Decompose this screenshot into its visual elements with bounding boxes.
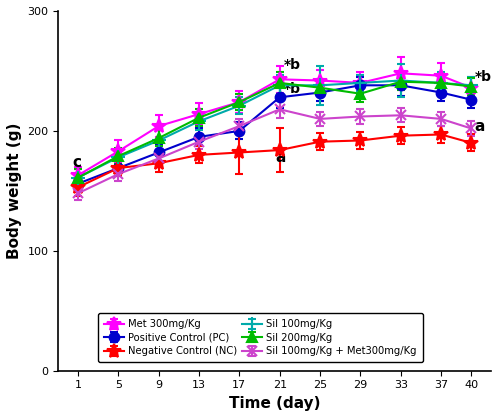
Legend: Met 300mg/Kg, Positive Control (PC), Negative Control (NC), Sil 100mg/Kg, Sil 20: Met 300mg/Kg, Positive Control (PC), Neg… xyxy=(98,313,422,362)
Y-axis label: Body weight (g): Body weight (g) xyxy=(7,122,22,259)
Text: a: a xyxy=(276,150,286,165)
X-axis label: Time (day): Time (day) xyxy=(229,396,320,411)
Text: c: c xyxy=(72,155,81,170)
Text: a: a xyxy=(474,119,484,134)
Text: *b: *b xyxy=(474,69,492,84)
Text: *b: *b xyxy=(284,58,300,71)
Text: *b: *b xyxy=(284,82,300,95)
